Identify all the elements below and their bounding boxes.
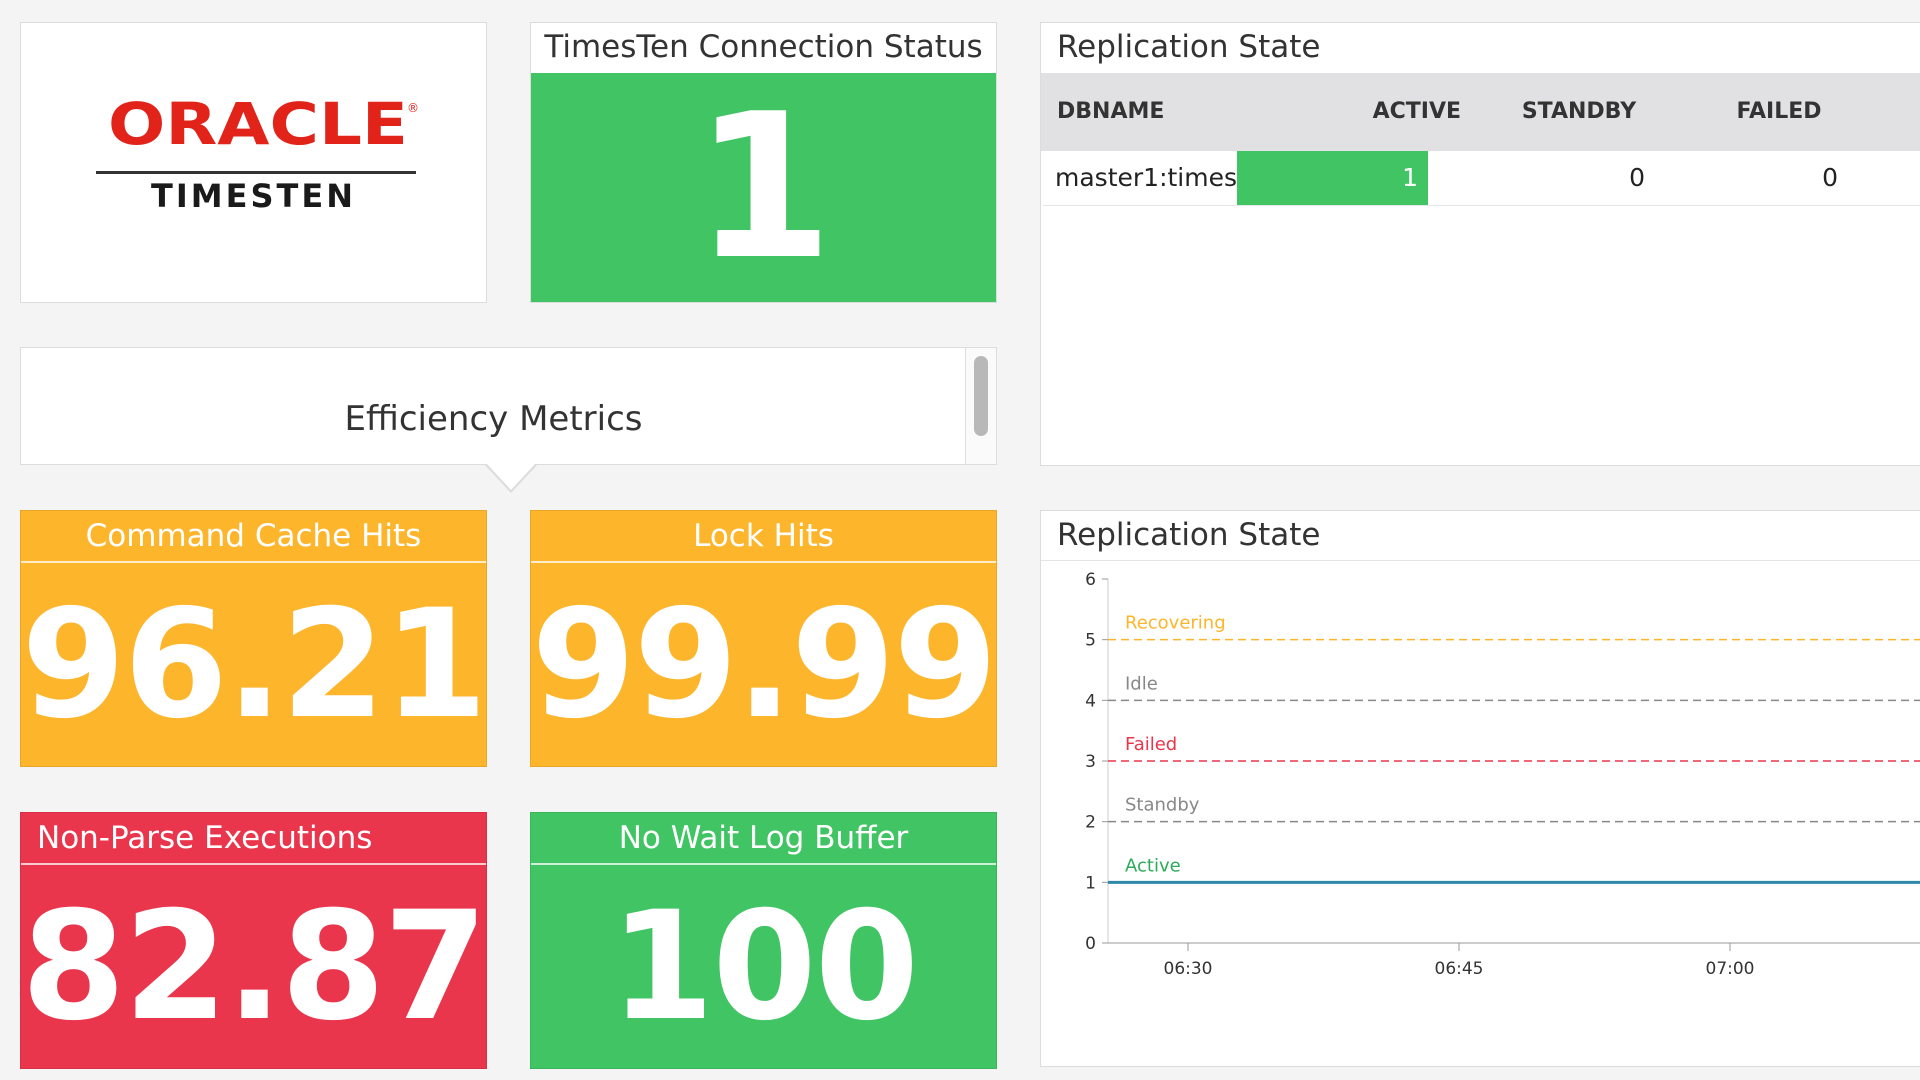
registered-mark: ® [407,101,419,115]
marker-label-failed: Failed [1125,734,1177,755]
lock-hits-value: 99.99 [531,577,997,752]
logo-divider [96,171,416,174]
lock-hits-tile: Lock Hits 99.99 [530,510,998,767]
table-header: DBNAME ACTIVE STANDBY FAILED [1041,73,1920,151]
cell-active: 1 [1237,151,1428,205]
marker-label-standby: Standby [1125,795,1200,816]
marker-label-recovering: Recovering [1125,613,1226,634]
y-tick-label: 0 [1085,934,1096,954]
x-tick-label: 06:30 [1164,959,1213,979]
non-parse-executions-tile: Non-Parse Executions 82.87 [20,812,488,1069]
y-tick-label: 4 [1085,691,1096,711]
x-tick-label: 06:45 [1435,959,1484,979]
no-wait-log-buffer-tile: No Wait Log Buffer 100 [530,812,997,1069]
logo-widget: ORACLE ® TIMESTEN [20,22,487,303]
y-tick-label: 6 [1085,570,1096,590]
y-tick-label: 1 [1085,873,1096,893]
oracle-brand-text: ORACLE [108,90,408,158]
timesten-product-name: TIMESTEN [151,177,356,215]
replication-table-widget: Replication State DBNAME ACTIVE STANDBY … [1040,22,1920,466]
non-parse-executions-value: 82.87 [21,879,487,1054]
command-cache-hits-label: Command Cache Hits [21,511,486,563]
marker-label-active: Active [1125,855,1181,876]
non-parse-executions-label: Non-Parse Executions [21,813,486,865]
column-header-active[interactable]: ACTIVE [1372,99,1461,124]
scrollbar-thumb[interactable] [974,356,988,436]
replication-table-title: Replication State [1057,29,1321,65]
command-cache-hits-tile: Command Cache Hits 96.21 [20,510,488,767]
cell-standby: 0 [1629,163,1645,192]
lock-hits-label: Lock Hits [531,511,996,563]
marker-label-idle: Idle [1125,673,1158,694]
callout-pointer [486,463,536,490]
column-header-dbname[interactable]: DBNAME [1057,99,1165,124]
no-wait-log-buffer-label: No Wait Log Buffer [531,813,996,865]
command-cache-hits-value: 96.21 [21,577,487,752]
connection-status-value: 1 [693,70,834,304]
connection-status-widget: TimesTen Connection Status 1 [530,22,997,303]
column-header-failed[interactable]: FAILED [1736,99,1822,124]
table-row[interactable]: master1:timesten 1 0 0 [1043,151,1920,206]
column-header-standby[interactable]: STANDBY [1521,99,1637,124]
oracle-logo: ORACLE ® [108,90,419,158]
y-tick-label: 5 [1085,631,1096,651]
cell-failed: 0 [1822,163,1838,192]
no-wait-log-buffer-value: 100 [609,879,919,1054]
x-tick-label: 07:00 [1706,959,1755,979]
efficiency-metrics-title: Efficiency Metrics [344,399,643,439]
cell-dbname: master1:timesten [1055,163,1245,192]
connection-status-fill: 1 [531,73,996,302]
connection-status-title: TimesTen Connection Status [544,29,983,65]
replication-chart-widget: Replication State 0 1 2 3 4 5 6 06:30 06:45 07:00… [1040,510,1920,1067]
efficiency-metrics-widget: Efficiency Metrics [20,347,997,465]
scrollbar-track[interactable] [965,348,996,464]
replication-chart-title: Replication State [1041,511,1920,561]
y-tick-label: 2 [1085,813,1096,833]
replication-state-chart[interactable]: 0 1 2 3 4 5 6 06:30 06:45 07:00 Recovering Idle Fail… [1041,561,1920,1066]
y-tick-label: 3 [1085,752,1096,772]
